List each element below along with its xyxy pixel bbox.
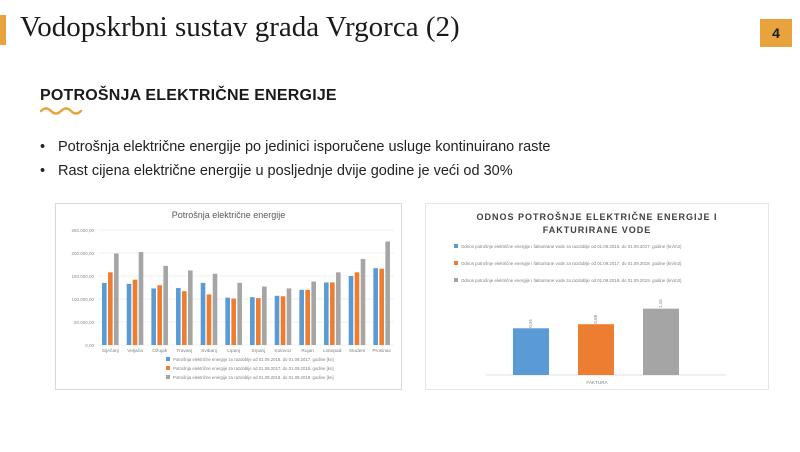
- chart-plot: Odnos potrošnje električne energije i fa…: [454, 244, 726, 385]
- bar: [126, 283, 132, 345]
- bar: [151, 288, 156, 345]
- x-tick-label: Lipanj: [227, 348, 240, 354]
- title-accent-bar: [0, 15, 6, 45]
- bar: [200, 282, 206, 345]
- x-tick-label: Veljača: [127, 348, 143, 354]
- bar: [182, 291, 187, 345]
- bar: [379, 268, 384, 345]
- bullet-text: Potrošnja električne energije po jedinic…: [58, 139, 551, 155]
- chart-plot: 0,00 50.000,00 100.000,00 150.000,00 200.000…: [71, 228, 394, 380]
- legend-swatch: [454, 278, 458, 282]
- x-tick-label: FAKTURA: [586, 380, 608, 385]
- bar: [176, 287, 181, 345]
- bar: [274, 295, 280, 345]
- legend-label: Potrošnja električne energije za razdobl…: [173, 366, 334, 371]
- bar: [324, 282, 329, 345]
- ratio-chart: ODNOS POTROŠNJE ELEKTRIČNE ENERGIJE I FA…: [425, 203, 769, 390]
- bar: [354, 272, 360, 345]
- legend-label: Odnos potrošnje električne energije i fa…: [461, 261, 682, 266]
- x-tick-label: Listopad: [323, 348, 341, 354]
- bar: [250, 297, 255, 345]
- chart-title: Potrošnja električne energije: [171, 210, 286, 220]
- bar: [212, 273, 218, 345]
- page-number: 4: [760, 19, 792, 47]
- bar: [299, 289, 304, 345]
- bar: [578, 324, 614, 375]
- bar: [114, 253, 119, 345]
- bar: [373, 268, 378, 345]
- legend-swatch: [454, 244, 458, 248]
- legend-label: Odnos potrošnje električne energije i fa…: [461, 278, 682, 283]
- wave-underline-icon: [40, 107, 83, 115]
- legend-label: Odnos potrošnje električne energije i fa…: [461, 244, 682, 249]
- x-tick-label: Prosinac: [372, 348, 391, 354]
- bar: [330, 282, 335, 345]
- bar: [157, 285, 162, 345]
- bar: [643, 308, 679, 375]
- bar: [132, 279, 138, 345]
- bar: [262, 286, 267, 345]
- x-tick-label: Studeni: [349, 348, 365, 354]
- x-tick-label: Ožujak: [152, 348, 168, 354]
- data-label: 0,81: [528, 318, 533, 327]
- bar: [348, 276, 354, 345]
- y-tick-label: 100.000,00: [71, 297, 94, 302]
- legend-swatch: [454, 261, 458, 265]
- bullet-list: • Potrošnja električne energije po jedini…: [40, 137, 551, 185]
- bullet-text: Rast cijena električne energije u poslje…: [58, 163, 513, 179]
- x-tick-label: Srpanj: [251, 348, 265, 354]
- data-label: 0,88: [593, 314, 598, 323]
- bar: [311, 281, 316, 345]
- bar: [206, 294, 212, 345]
- monthly-consumption-chart: Potrošnja električne energije 0,00 50.000…: [55, 203, 402, 390]
- data-label: 1,15: [658, 299, 663, 308]
- bullet-dot-icon: •: [40, 139, 46, 155]
- chart-title: ODNOS POTROŠNJE ELEKTRIČNE ENERGIJE I FA…: [476, 212, 718, 235]
- bar: [138, 252, 144, 345]
- section-heading: POTROŠNJA ELEKTRIČNE ENERGIJE: [40, 87, 337, 104]
- x-tick-label: Siječanj: [102, 348, 119, 354]
- x-tick-label: Travanj: [176, 348, 192, 354]
- bar: [225, 297, 230, 345]
- bar: [188, 270, 193, 345]
- bar: [336, 272, 341, 345]
- x-tick-label: Rujan: [301, 348, 314, 354]
- legend-label: Potrošnja električne energije za razdobl…: [173, 375, 334, 380]
- bar: [163, 265, 168, 345]
- bar: [513, 328, 549, 375]
- bullet-item: • Rast cijena električne energije u poslj…: [40, 161, 551, 185]
- bar: [305, 289, 310, 345]
- x-tick-label: Kolovoz: [274, 348, 292, 354]
- legend-swatch: [166, 366, 170, 370]
- bar: [360, 258, 366, 345]
- y-tick-label: 200.000,00: [71, 251, 94, 256]
- bar: [280, 296, 286, 345]
- y-tick-label: 250.000,00: [71, 228, 94, 233]
- bar: [231, 298, 236, 345]
- bar: [385, 241, 390, 345]
- y-tick-label: 150.000,00: [71, 274, 94, 279]
- bar: [108, 272, 113, 345]
- legend-swatch: [166, 375, 170, 379]
- bar: [102, 282, 107, 345]
- legend-label: Potrošnja električne energije za razdobl…: [173, 357, 334, 362]
- legend-swatch: [166, 357, 170, 361]
- bar: [286, 288, 292, 345]
- y-tick-label: 0,00: [85, 343, 94, 348]
- bar: [237, 282, 242, 345]
- slide-title: Vodopskrbni sustav grada Vrgorca (2): [20, 11, 460, 43]
- bullet-dot-icon: •: [40, 163, 46, 179]
- bullet-item: • Potrošnja električne energije po jedini…: [40, 137, 551, 161]
- y-tick-label: 50.000,00: [74, 320, 95, 325]
- bar: [256, 298, 261, 345]
- x-tick-label: Svibanj: [201, 348, 217, 354]
